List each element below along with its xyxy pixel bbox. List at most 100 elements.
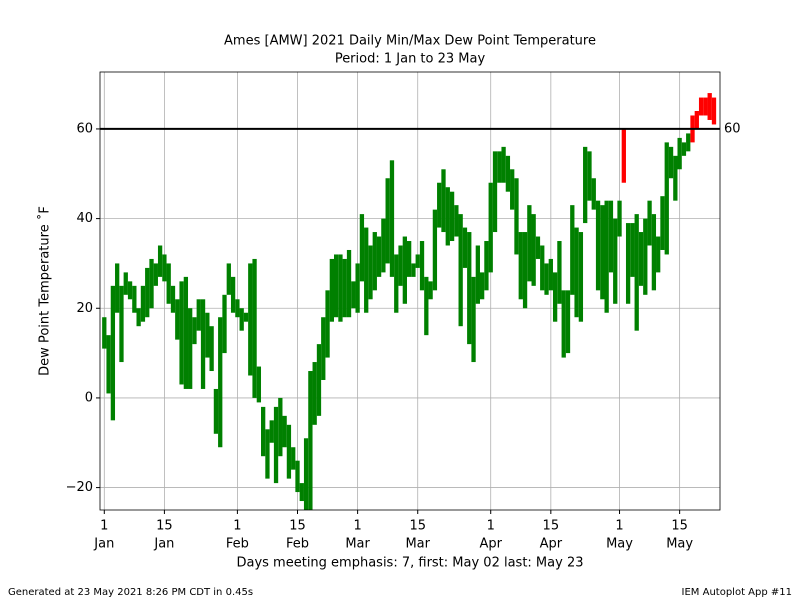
range-bar <box>686 133 691 152</box>
range-bar <box>424 276 429 336</box>
range-bar <box>621 128 626 183</box>
range-bar <box>364 227 369 313</box>
range-bar <box>239 308 244 331</box>
range-bar <box>441 169 446 233</box>
range-bar <box>411 263 416 277</box>
range-bar <box>106 335 111 394</box>
range-bar <box>514 178 519 255</box>
range-bar <box>394 254 399 313</box>
range-bar <box>295 460 300 493</box>
x-tick-month: Mar <box>405 537 430 552</box>
range-bar <box>544 263 549 295</box>
range-bar <box>226 263 231 295</box>
range-bar <box>454 205 459 237</box>
y-tick-label: 0 <box>85 390 93 405</box>
x-tick-month: Jan <box>93 537 114 552</box>
range-bar <box>321 317 326 380</box>
range-bar <box>205 312 210 358</box>
y-tick-label: 40 <box>76 211 93 226</box>
range-bar <box>183 276 189 389</box>
range-bar <box>316 344 322 416</box>
x-tick-month: May <box>666 537 693 552</box>
range-bar <box>179 281 184 385</box>
range-bar <box>376 236 382 277</box>
range-bar <box>492 151 498 233</box>
range-bar <box>175 299 180 340</box>
range-bar <box>432 209 438 291</box>
range-bar <box>449 191 455 242</box>
range-bar <box>608 200 614 273</box>
range-bar <box>711 97 717 125</box>
range-bar <box>261 406 266 457</box>
range-bar <box>342 258 347 318</box>
range-bar <box>591 178 596 210</box>
range-bar <box>497 151 502 183</box>
range-bar <box>123 272 128 295</box>
range-bar <box>265 429 270 479</box>
range-bar <box>157 245 163 277</box>
range-bar <box>651 214 657 291</box>
range-bar <box>419 241 425 291</box>
x-tick-month: May <box>606 537 633 552</box>
range-bar <box>664 142 669 255</box>
range-bar <box>479 272 485 300</box>
range-bar <box>402 236 407 304</box>
x-tick-label: 1 <box>615 519 623 534</box>
x-tick-month: Mar <box>345 537 370 552</box>
range-bar <box>467 232 472 345</box>
footer-left: Generated at 23 May 2021 8:26 PM CDT in … <box>8 587 253 598</box>
range-bar <box>308 371 313 510</box>
range-bar <box>273 406 279 484</box>
range-bar <box>351 281 356 309</box>
range-bar <box>334 254 339 318</box>
range-bar <box>613 218 618 304</box>
range-bar <box>488 182 493 273</box>
range-bar <box>574 227 579 318</box>
range-bar <box>510 169 515 210</box>
range-bar <box>166 263 171 304</box>
x-tick-month: Apr <box>540 537 563 552</box>
chart-title: Ames [AMW] 2021 Daily Min/Max Dew Point … <box>224 34 596 49</box>
range-bar <box>325 290 330 358</box>
x-tick-label: 15 <box>409 519 426 534</box>
y-tick-label: 60 <box>76 121 93 136</box>
range-bar <box>222 294 227 354</box>
range-bar <box>703 97 708 116</box>
x-tick-label: 1 <box>233 519 241 534</box>
range-bar <box>484 241 489 291</box>
range-bar <box>698 97 704 116</box>
range-bar <box>145 267 150 318</box>
range-bar <box>252 258 257 398</box>
range-bar <box>557 241 562 304</box>
range-bar <box>372 232 377 291</box>
range-bar <box>235 299 240 318</box>
range-bar <box>303 438 309 510</box>
y-axis-label: Dew Point Temperature ˚F <box>37 206 53 376</box>
range-bar <box>248 263 253 376</box>
range-bar <box>501 146 506 183</box>
range-bar <box>535 236 541 259</box>
range-bar <box>368 245 373 300</box>
range-bar <box>540 245 545 291</box>
range-bar <box>115 263 120 313</box>
range-bar <box>475 245 480 304</box>
range-bar <box>647 200 652 246</box>
range-bar <box>132 285 137 313</box>
x-tick-label: 1 <box>353 519 361 534</box>
x-tick-month: Feb <box>286 537 309 552</box>
range-bar <box>445 187 450 246</box>
range-bar <box>385 178 390 264</box>
x-tick-label: 1 <box>100 519 108 534</box>
footer-right: IEM Autoplot App #11 <box>682 587 792 598</box>
range-bar <box>462 227 468 268</box>
range-bar <box>707 93 712 120</box>
range-bar <box>505 155 511 192</box>
range-bar <box>291 447 296 470</box>
range-bar <box>406 241 412 277</box>
range-bar <box>312 362 317 425</box>
range-bar <box>617 200 622 237</box>
range-bar <box>136 308 141 327</box>
range-bar <box>527 205 532 282</box>
range-bar <box>192 317 197 345</box>
